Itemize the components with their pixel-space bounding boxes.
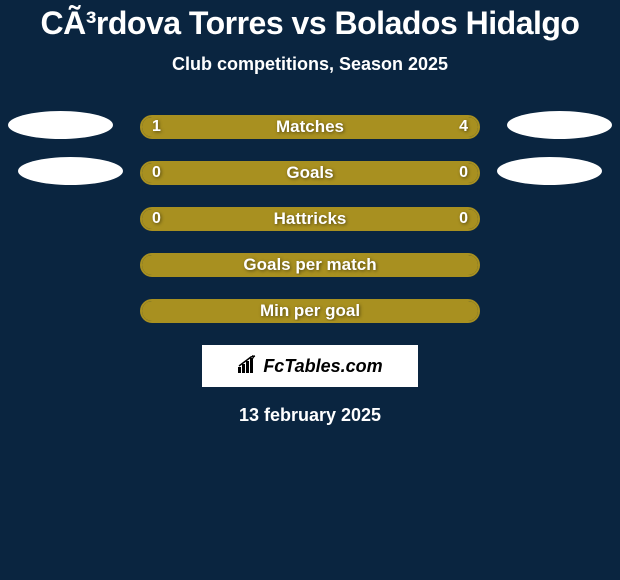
value-left: 0 xyxy=(152,164,161,182)
value-right: 0 xyxy=(459,210,468,228)
stat-label: Min per goal xyxy=(260,301,360,321)
logo-box: FcTables.com xyxy=(202,345,418,387)
value-right: 0 xyxy=(459,164,468,182)
stat-row-goals-per-match: Goals per match xyxy=(0,253,620,277)
logo-text: FcTables.com xyxy=(263,356,382,377)
bar-hattricks: 0 Hattricks 0 xyxy=(140,207,480,231)
stat-label: Goals per match xyxy=(243,255,376,275)
stat-row-hattricks: 0 Hattricks 0 xyxy=(0,207,620,231)
bar-goals: 0 Goals 0 xyxy=(140,161,480,185)
logo-content: FcTables.com xyxy=(237,355,382,378)
date-text: 13 february 2025 xyxy=(0,405,620,426)
main-container: CÃ³rdova Torres vs Bolados Hidalgo Club … xyxy=(0,0,620,426)
stat-row-goals: 0 Goals 0 xyxy=(0,161,620,185)
page-title: CÃ³rdova Torres vs Bolados Hidalgo xyxy=(0,5,620,42)
stat-row-min-per-goal: Min per goal xyxy=(0,299,620,323)
stat-label: Goals xyxy=(286,163,333,183)
stats-section: 1 Matches 4 0 Goals 0 0 Hattricks 0 xyxy=(0,115,620,323)
value-left: 0 xyxy=(152,210,161,228)
value-right: 4 xyxy=(459,118,468,136)
bar-matches: 1 Matches 4 xyxy=(140,115,480,139)
page-subtitle: Club competitions, Season 2025 xyxy=(0,54,620,75)
bar-goals-per-match: Goals per match xyxy=(140,253,480,277)
stat-label: Hattricks xyxy=(274,209,347,229)
stat-label: Matches xyxy=(276,117,344,137)
chart-icon xyxy=(237,355,259,378)
value-left: 1 xyxy=(152,118,161,136)
bar-min-per-goal: Min per goal xyxy=(140,299,480,323)
stat-row-matches: 1 Matches 4 xyxy=(0,115,620,139)
